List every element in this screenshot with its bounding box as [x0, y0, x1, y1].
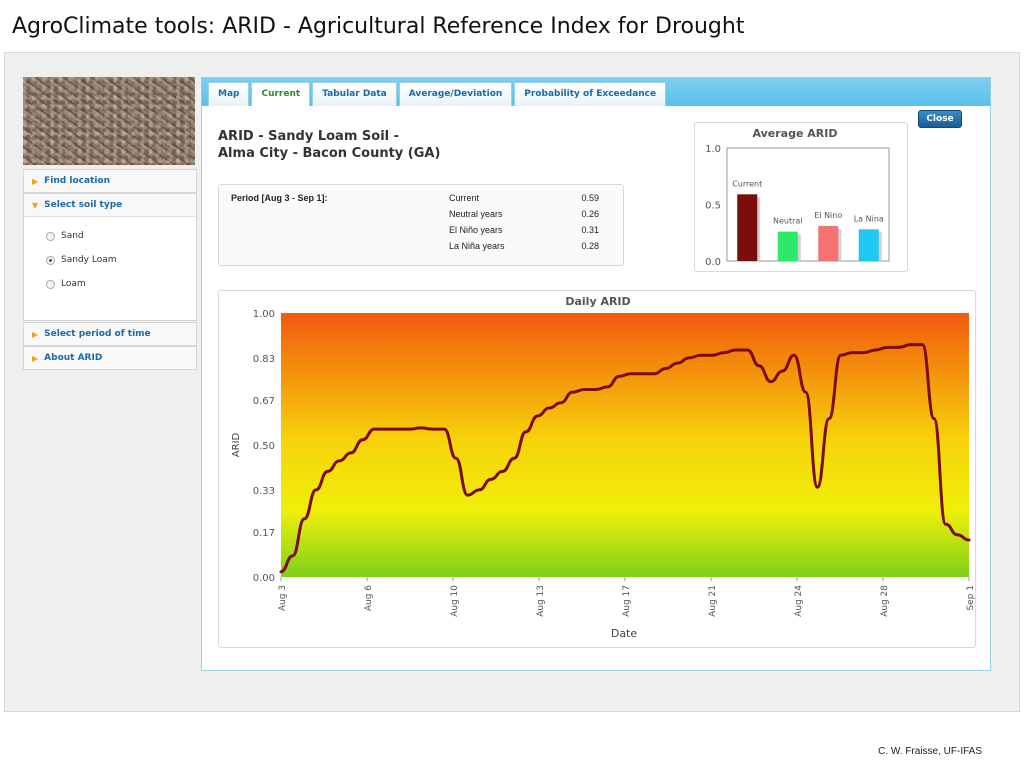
- select-period-panel[interactable]: ▶ Select period of time: [23, 322, 197, 346]
- soil-option-sand[interactable]: Sand: [46, 231, 196, 241]
- soil-option-sandy-loam[interactable]: Sandy Loam: [46, 255, 196, 265]
- chevron-right-icon: ▶: [32, 329, 39, 339]
- soil-photo: [23, 77, 195, 165]
- x-tick-label: Aug 13: [536, 585, 546, 617]
- tab-bar: Map Current Tabular Data Average/Deviati…: [202, 78, 990, 106]
- x-tick-label: Aug 3: [278, 585, 288, 611]
- about-arid-label[interactable]: About ARID: [44, 352, 103, 363]
- y-tick-label: 0.33: [253, 486, 275, 497]
- bar: [737, 194, 758, 261]
- radio-sand[interactable]: [46, 231, 55, 241]
- results-panel: Map Current Tabular Data Average/Deviati…: [201, 77, 991, 671]
- find-location-panel[interactable]: ▶ Find location: [23, 169, 197, 193]
- tab-average-deviation[interactable]: Average/Deviation: [398, 82, 513, 106]
- chart-title: Average ARID: [753, 127, 838, 140]
- y-tick-label: 1.0: [705, 144, 721, 155]
- stat-label: Neutral years: [449, 209, 503, 219]
- select-soil-type-panel[interactable]: ▼ Select soil type Sand Sandy Loam Loam: [23, 193, 197, 321]
- period-summary: Period [Aug 3 - Sep 1]: Current 0.59 Neu…: [218, 184, 624, 266]
- y-tick-label: 0.17: [253, 528, 275, 539]
- daily-arid-line: [279, 343, 971, 574]
- tab-current[interactable]: Current: [251, 82, 311, 106]
- bar: [818, 225, 839, 261]
- tab-probability-of-exceedance[interactable]: Probability of Exceedance: [514, 82, 667, 106]
- y-tick-label: 0.50: [253, 441, 275, 452]
- period-label: Period [Aug 3 - Sep 1]:: [231, 193, 328, 203]
- chevron-down-icon: ▼: [32, 200, 39, 210]
- soil-option-label[interactable]: Sand: [61, 231, 84, 241]
- x-axis-label: Date: [611, 627, 638, 640]
- soil-option-label[interactable]: Loam: [61, 279, 86, 289]
- result-title-line2: Alma City - Bacon County (GA): [218, 146, 441, 161]
- x-tick-label: Aug 24: [794, 585, 804, 617]
- x-tick-label: Aug 21: [708, 585, 718, 617]
- stat-row-la-nina: La Niña years 0.28: [449, 241, 599, 251]
- close-button[interactable]: Close: [918, 110, 962, 128]
- stat-label: La Niña years: [449, 241, 505, 251]
- soil-option-loam[interactable]: Loam: [46, 279, 196, 289]
- daily-arid-chart: Daily ARID 0.00 0.17 0.33 0.50 0.67 0.83 1.00 …: [218, 290, 976, 648]
- daily-arid-svg: Daily ARID 0.000.170.330.500.670.831.00 …: [231, 295, 976, 640]
- y-tick-label: 0.00: [253, 573, 275, 584]
- stat-row-el-nino: El Niño years 0.31: [449, 225, 599, 235]
- chart-title: Daily ARID: [565, 295, 630, 308]
- chevron-right-icon: ▶: [32, 353, 39, 363]
- select-soil-type-label[interactable]: Select soil type: [44, 199, 123, 210]
- find-location-label[interactable]: Find location: [44, 175, 111, 186]
- x-tick-label: Sep 1: [966, 585, 976, 611]
- soil-type-options: Sand Sandy Loam Loam: [24, 216, 196, 320]
- app-screenshot: ▶ Find location ▼ Select soil type Sand …: [4, 52, 1020, 712]
- bar-label: Current: [732, 179, 762, 188]
- average-arid-chart: Average ARID 0.0 0.5 1.0 Current Neutral El …: [694, 122, 908, 272]
- y-tick-label: 0.67: [253, 396, 275, 407]
- tab-tabular-data[interactable]: Tabular Data: [312, 82, 397, 106]
- stat-value: 0.31: [581, 225, 599, 235]
- average-arid-svg: Average ARID 0.0 0.5 1.0 Current Neutral El …: [705, 127, 890, 268]
- select-period-label[interactable]: Select period of time: [44, 328, 151, 339]
- plot-frame: [726, 147, 890, 262]
- bar-label: El Nino: [814, 211, 842, 220]
- x-tick-label: Aug 6: [364, 585, 374, 611]
- bar: [777, 231, 798, 261]
- stat-row-current: Current 0.59: [449, 193, 599, 203]
- result-title-line1: ARID - Sandy Loam Soil -: [218, 129, 400, 144]
- radio-sandy-loam[interactable]: [46, 255, 55, 265]
- credit: C. W. Fraisse, UF-IFAS: [878, 746, 982, 757]
- about-arid-panel[interactable]: ▶ About ARID: [23, 346, 197, 370]
- x-tick-label: Aug 17: [622, 585, 632, 617]
- stat-value: 0.59: [581, 193, 599, 203]
- y-tick-label: 0.0: [705, 257, 721, 268]
- stat-value: 0.26: [581, 209, 599, 219]
- stat-row-neutral: Neutral years 0.26: [449, 209, 599, 219]
- result-title: ARID - Sandy Loam Soil - Alma City - Bac…: [218, 128, 440, 162]
- bar-label: La Nina: [854, 214, 884, 223]
- chevron-right-icon: ▶: [32, 176, 39, 186]
- y-tick-label: 0.83: [253, 354, 275, 365]
- plot-background: [281, 313, 969, 577]
- y-axis-label: ARID: [231, 432, 242, 457]
- stat-label: El Niño years: [449, 225, 503, 235]
- stat-value: 0.28: [581, 241, 599, 251]
- x-tick-label: Aug 10: [450, 585, 460, 617]
- x-tick-label: Aug 28: [880, 585, 890, 617]
- bar: [858, 229, 879, 261]
- y-tick-label: 0.5: [705, 201, 721, 212]
- stat-label: Current: [449, 193, 480, 203]
- tab-map[interactable]: Map: [208, 82, 250, 106]
- slide-title: AgroClimate tools: ARID - Agricultural R…: [12, 14, 745, 39]
- bar-label: Neutral: [773, 217, 803, 226]
- soil-option-label[interactable]: Sandy Loam: [61, 255, 117, 265]
- radio-loam[interactable]: [46, 279, 55, 289]
- y-tick-label: 1.00: [253, 309, 275, 320]
